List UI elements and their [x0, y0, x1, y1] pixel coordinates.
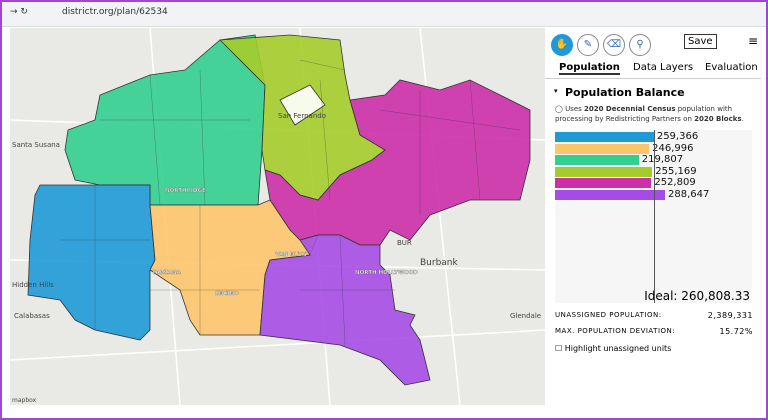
note-text: 2020 Decennial Census [584, 105, 676, 113]
collapse-arrow[interactable]: ▾ [554, 87, 558, 95]
inspect-tool[interactable]: ⚲ [629, 34, 651, 56]
population-bar [555, 155, 639, 165]
tab[interactable]: Population [559, 62, 620, 75]
population-bar [555, 178, 652, 188]
bar-label: 288,647 [668, 188, 710, 200]
checkbox-label: Highlight unassigned units [564, 344, 672, 353]
bar-label: 219,807 [641, 154, 684, 165]
ideal-label: Ideal: 260,808.33 [644, 289, 750, 303]
stat-value: 15.72% [719, 327, 753, 336]
place-label: NORTH HOLLYWOOD [355, 270, 418, 276]
stat-row: UNASSIGNED POPULATION: 2,389,331 [555, 311, 753, 320]
nav-buttons[interactable]: → ↻ [10, 7, 28, 17]
population-bar [555, 132, 654, 142]
pan-tool[interactable]: ✋ [551, 34, 573, 56]
population-bar [555, 143, 650, 154]
erase-tool[interactable]: ⌫ [603, 34, 625, 56]
browser-bar: → ↻ districtr.org/plan/62534 [2, 2, 766, 27]
stat-label: UNASSIGNED POPULATION: [555, 311, 662, 319]
city-label: San Fernando [278, 112, 326, 120]
note-text: . [741, 115, 744, 123]
note-text: 2020 Blocks [694, 115, 742, 123]
bar-label: 255,169 [655, 165, 697, 177]
districts [27, 34, 531, 386]
place-label: VAN NUYS [275, 252, 307, 258]
place-label: ENCINO [215, 291, 239, 297]
bar-label: 252,809 [654, 177, 696, 188]
city-label: Hidden Hills [12, 281, 54, 289]
ideal-line [654, 130, 656, 303]
stat-label: MAX. POPULATION DEVIATION: [555, 327, 676, 335]
precinct-lines [60, 59, 521, 346]
map[interactable]: NORTHRIDGE TARZANA ENCINO NORTH HOLLYWOO… [10, 28, 545, 405]
tabs: Population Data Layers Evaluation [545, 58, 761, 79]
note: ◯ Uses 2020 Decennial Census population … [555, 105, 744, 123]
stat-value: 2,389,331 [707, 311, 753, 320]
city-label: Glendale [510, 312, 541, 320]
stat-row: MAX. POPULATION DEVIATION: 15.72% [555, 327, 753, 336]
address-bar[interactable]: districtr.org/plan/62534 [62, 7, 168, 17]
map-svg: NORTHRIDGE TARZANA ENCINO NORTH HOLLYWOO… [10, 28, 545, 405]
section-heading: Population Balance [565, 86, 685, 99]
attribution[interactable]: mapbox [12, 397, 37, 404]
city-label: Calabasas [14, 312, 50, 320]
tab[interactable]: Evaluation [705, 62, 758, 73]
map-layer: NORTHRIDGE TARZANA ENCINO NORTH HOLLYWOO… [10, 28, 545, 405]
save-button[interactable]: Save [684, 34, 717, 49]
population-bar [555, 166, 653, 177]
note-text: Uses [565, 105, 585, 113]
population-bar [555, 189, 665, 200]
note-text: population with processing by Redistrict… [555, 105, 733, 123]
district[interactable] [27, 184, 156, 341]
side-panel: ✋ ✎ ⌫ ⚲ Save ≡ Population Data Layers Ev… [545, 28, 761, 408]
checkbox-row[interactable]: ☐ Highlight unassigned units [555, 344, 672, 353]
city-label: BUR [397, 239, 412, 247]
brush-tool[interactable]: ✎ [577, 34, 599, 56]
bar-label: 259,366 [656, 131, 699, 142]
menu-button[interactable]: ≡ [748, 34, 759, 48]
tab[interactable]: Data Layers [633, 62, 694, 73]
district[interactable] [259, 234, 431, 386]
unassigned-area[interactable] [279, 84, 326, 126]
bar-label: 246,996 [652, 142, 694, 154]
population-chart: Ideal: 260,808.33 259,366 246,996 219,807 2… [555, 130, 752, 303]
city-label: Burbank [420, 258, 459, 268]
place-label: NORTHRIDGE [165, 188, 206, 194]
city-label: Santa Susana [12, 141, 60, 149]
place-label: TARZANA [152, 270, 182, 276]
